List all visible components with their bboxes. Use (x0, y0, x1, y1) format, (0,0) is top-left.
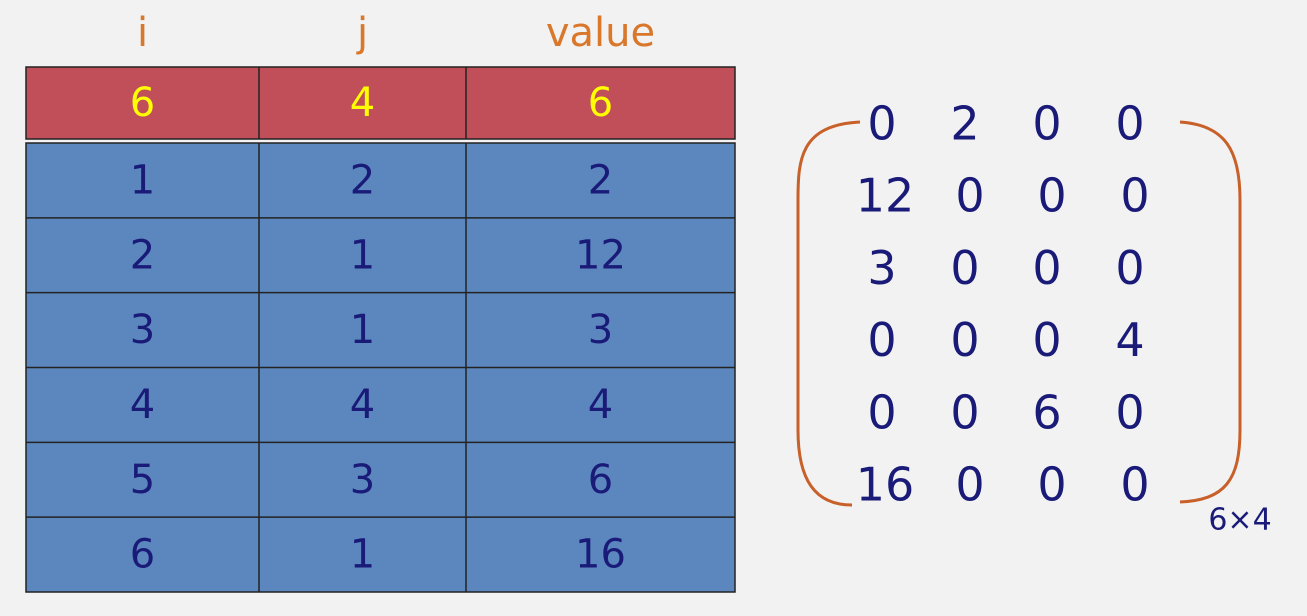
matrix-entry: 12 (856, 169, 915, 223)
matrix-entry: 0 (1032, 97, 1061, 151)
matrix-entry: 0 (1115, 97, 1144, 151)
table-cell: 2 (350, 157, 375, 203)
column-header: j (356, 10, 368, 56)
right-bracket (1179, 120, 1242, 504)
matrix-entry: 16 (856, 458, 915, 512)
matrix-entry: 0 (955, 458, 984, 512)
table-cell: 16 (575, 532, 626, 578)
table-cell: 1 (350, 232, 375, 278)
matrix-entry: 0 (1037, 169, 1066, 223)
header-row (25, 66, 736, 140)
table-cell: 3 (130, 307, 155, 353)
matrix-entry: 0 (867, 385, 896, 439)
table-cell: 6 (588, 457, 613, 503)
matrix-entry: 0 (950, 385, 979, 439)
matrix-entry: 0 (1032, 313, 1061, 367)
table-cell: 6 (130, 532, 155, 578)
table-cell: 1 (130, 157, 155, 203)
table-cell: 2 (130, 232, 155, 278)
matrix-entry: 6 (1032, 385, 1061, 439)
table-cell: 4 (588, 382, 613, 428)
matrix-size: 6×4 (1208, 503, 1271, 538)
header-cell: 6 (130, 80, 155, 126)
matrix-entry: 0 (1120, 169, 1149, 223)
matrix-entry: 0 (950, 313, 979, 367)
matrix-entry: 0 (1120, 458, 1149, 512)
matrix-entry: 0 (1037, 458, 1066, 512)
matrix-entry: 3 (867, 241, 896, 295)
table-cell: 4 (130, 382, 155, 428)
table-cell: 3 (588, 307, 613, 353)
matrix-entry: 0 (1032, 241, 1061, 295)
table-cell: 5 (130, 457, 155, 503)
table-cell: 4 (350, 382, 375, 428)
matrix-entry: 2 (950, 97, 979, 151)
header-cell: 4 (350, 80, 375, 126)
matrix-entry: 4 (1115, 313, 1144, 367)
table-cell: 2 (588, 157, 613, 203)
table-cell: 3 (350, 457, 375, 503)
matrix-entry: 0 (955, 169, 984, 223)
matrix-entry: 0 (1115, 385, 1144, 439)
header-cell: 6 (588, 80, 613, 126)
matrix-entry: 0 (950, 241, 979, 295)
column-header: i (137, 10, 148, 56)
table-cell: 12 (575, 232, 626, 278)
table-cell: 1 (350, 532, 375, 578)
matrix-entry: 0 (1115, 241, 1144, 295)
matrix-entry: 0 (867, 313, 896, 367)
table-cell: 1 (350, 307, 375, 353)
matrix-entry: 0 (867, 97, 896, 151)
column-header: value (546, 10, 655, 56)
left-bracket (796, 120, 861, 507)
